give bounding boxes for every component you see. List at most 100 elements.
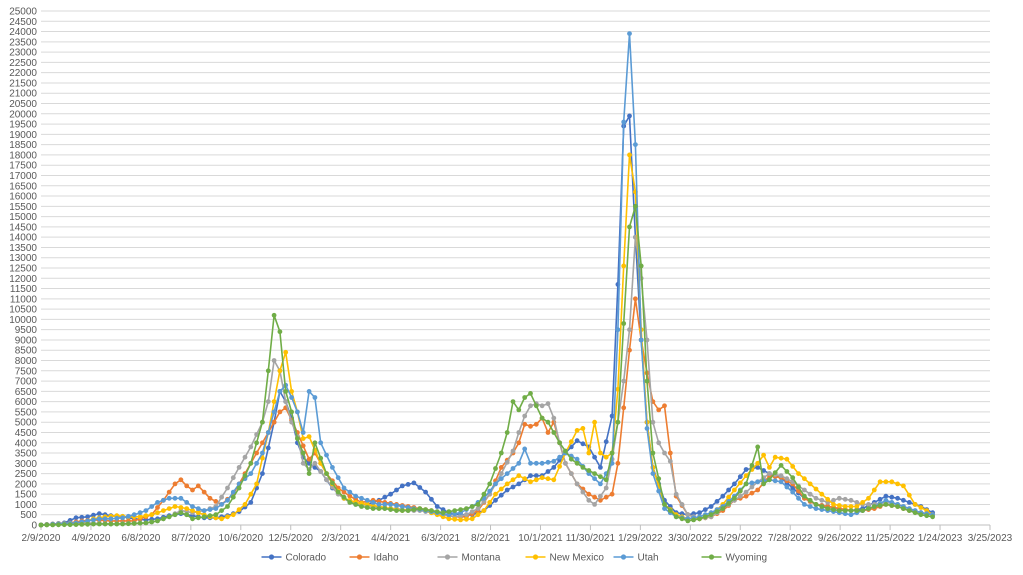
data-point	[638, 263, 644, 269]
y-tick-label: 16500	[9, 181, 37, 192]
data-point	[732, 487, 737, 493]
y-tick-label: 10500	[9, 305, 37, 316]
y-tick-label: 13000	[9, 253, 37, 264]
y-tick-label: 9000	[15, 335, 38, 346]
data-point	[283, 349, 289, 355]
data-point	[283, 399, 289, 404]
data-point	[644, 426, 650, 431]
data-point	[545, 469, 551, 474]
data-point	[85, 521, 90, 527]
data-point	[125, 521, 131, 527]
data-point	[621, 378, 627, 384]
data-point	[708, 504, 714, 509]
data-point	[586, 450, 592, 456]
y-tick-label: 3000	[15, 459, 38, 470]
data-point	[219, 494, 225, 500]
y-tick-label: 22000	[9, 68, 37, 79]
data-point	[446, 516, 452, 522]
data-point	[603, 454, 609, 460]
data-point	[306, 389, 312, 394]
legend-swatch-marker	[620, 554, 627, 560]
legend-item: Colorado	[261, 553, 327, 564]
data-point	[667, 450, 673, 456]
data-point	[260, 471, 265, 476]
data-point	[580, 489, 586, 495]
data-point	[265, 399, 271, 404]
data-point	[906, 492, 912, 498]
data-point	[568, 439, 574, 445]
data-point	[236, 485, 242, 491]
data-point	[732, 481, 737, 487]
data-point	[120, 521, 125, 527]
data-point	[557, 440, 562, 446]
data-point	[866, 506, 871, 511]
series-line	[40, 236, 933, 526]
data-point	[656, 476, 662, 482]
data-point	[784, 456, 790, 462]
y-tick-label: 21000	[9, 89, 37, 100]
data-point	[836, 503, 842, 508]
y-tick-label: 24500	[9, 17, 37, 28]
x-tick-label: 2/9/2020	[22, 533, 61, 544]
data-point	[860, 508, 865, 513]
data-point	[184, 483, 190, 489]
data-point	[790, 489, 796, 495]
data-point	[230, 475, 236, 481]
data-point	[842, 504, 848, 509]
data-point	[813, 502, 819, 507]
data-point	[178, 495, 184, 501]
data-point	[125, 513, 131, 519]
data-point	[248, 444, 254, 450]
data-point	[318, 440, 324, 446]
data-point	[603, 477, 609, 483]
data-point	[230, 512, 236, 518]
data-point	[207, 513, 213, 519]
data-point	[633, 296, 638, 302]
data-point	[341, 485, 347, 491]
data-point	[918, 505, 924, 510]
data-point	[178, 505, 184, 510]
data-point	[172, 495, 178, 501]
data-point	[848, 497, 854, 503]
data-point	[784, 476, 790, 482]
data-point	[568, 471, 574, 476]
data-point	[831, 502, 836, 507]
data-point	[644, 337, 650, 343]
data-point	[848, 512, 854, 518]
legend-label: Wyoming	[726, 553, 768, 564]
data-point	[743, 481, 749, 487]
data-point	[225, 514, 230, 520]
y-tick-label: 23000	[9, 48, 37, 59]
data-point	[609, 413, 615, 419]
data-point	[464, 506, 469, 511]
data-point	[557, 454, 562, 460]
data-point	[260, 455, 265, 461]
data-point	[533, 403, 539, 409]
data-point	[434, 504, 440, 509]
data-point	[796, 484, 801, 490]
x-tick-label: 6/8/2020	[121, 533, 160, 544]
data-point	[190, 504, 195, 509]
data-point	[574, 456, 580, 462]
data-point	[656, 488, 662, 494]
x-tick-label: 1/29/2022	[618, 533, 663, 544]
data-point	[528, 403, 533, 409]
data-point	[73, 515, 79, 521]
data-point	[219, 502, 225, 507]
data-point	[510, 477, 516, 483]
y-tick-label: 4000	[15, 438, 38, 449]
data-point	[918, 512, 924, 518]
data-point	[854, 508, 860, 513]
data-point	[912, 502, 918, 507]
data-point	[91, 521, 96, 527]
data-point	[50, 522, 56, 528]
data-point	[901, 506, 906, 511]
data-point	[755, 460, 761, 466]
data-point	[592, 419, 597, 425]
data-point	[528, 423, 533, 429]
data-point	[300, 436, 306, 441]
data-point	[796, 495, 801, 501]
data-point	[341, 489, 347, 495]
data-point	[825, 506, 831, 511]
data-point	[533, 473, 539, 479]
